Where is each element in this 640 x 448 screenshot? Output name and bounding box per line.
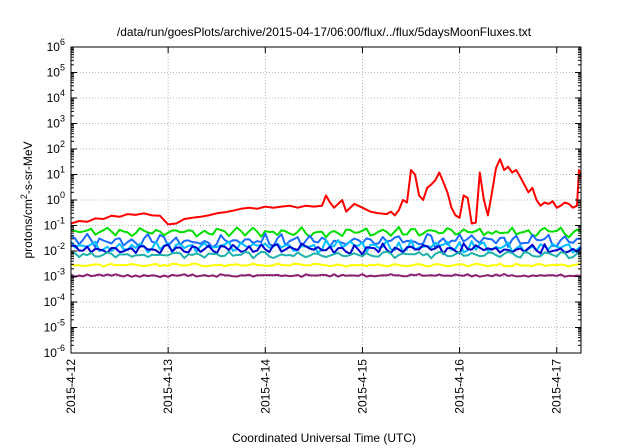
y-axis-label: protons/cm2-s-sr-MeV: [19, 141, 35, 258]
x-axis: 2015-4-12 2015-4-13 2015-4-14 2015-4-15 2015…: [64, 47, 564, 414]
series-line-0: [70, 158, 582, 226]
y-tick-label: 10-2: [44, 241, 65, 258]
y-tick-label: 106: [47, 37, 65, 54]
x-axis-label: Coordinated Universal Time (UTC): [232, 431, 416, 445]
x-tick-label: 2015-4-14: [258, 359, 272, 414]
series-line-6: [70, 262, 582, 268]
y-tick-label: 101: [47, 165, 65, 182]
y-tick-label: 10-5: [44, 318, 65, 335]
series-line-1: [70, 226, 582, 239]
series-line-7: [70, 273, 582, 278]
y-tick-label: 10-3: [44, 267, 65, 284]
y-tick-label: 103: [47, 114, 65, 131]
y-tick-label: 10-4: [44, 292, 65, 309]
series-line-3: [70, 239, 582, 254]
y-tick-label: 105: [47, 63, 65, 80]
x-tick-label: 2015-4-13: [161, 359, 175, 414]
x-tick-label: 2015-4-12: [64, 359, 78, 414]
y-tick-label: 104: [47, 88, 65, 105]
y-axis-label-pre: protons/cm: [21, 199, 35, 258]
x-tick-label: 2015-4-17: [550, 359, 564, 414]
y-tick-label: 102: [47, 139, 65, 156]
y-axis-label-post: -s-sr-MeV: [21, 141, 35, 194]
series-line-4: [70, 242, 582, 256]
y-axis-label-sup: 2: [19, 194, 29, 199]
y-tick-label: 100: [47, 190, 65, 207]
series-layer: [70, 158, 582, 278]
x-tick-label: 2015-4-15: [355, 359, 369, 414]
y-axis: 10-6 10-5 10-4 10-3 10-2 10-1 100 101 102 103 104 1…: [44, 37, 581, 360]
x-tick-label: 2015-4-16: [453, 359, 467, 414]
y-tick-label: 10-1: [44, 216, 65, 233]
series-line-5: [70, 250, 582, 260]
y-tick-label: 10-6: [44, 343, 65, 360]
grid: [70, 47, 581, 353]
chart-title: /data/run/goesPlots/archive/2015-04-17/0…: [117, 25, 532, 39]
